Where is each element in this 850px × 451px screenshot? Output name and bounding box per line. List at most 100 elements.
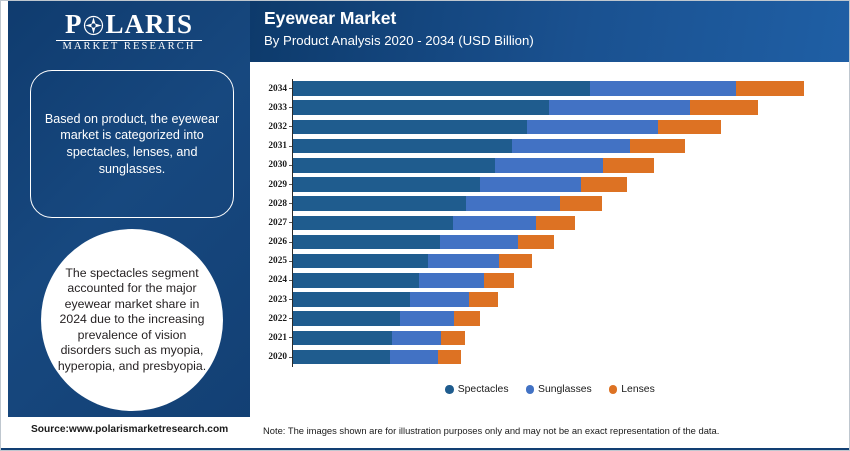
bar-row: 2030 xyxy=(250,156,850,175)
stacked-bar xyxy=(293,119,721,135)
logo-divider xyxy=(56,40,202,42)
y-axis-tick-label: 2028 xyxy=(268,198,287,209)
page-title: Eyewear Market xyxy=(264,8,397,28)
logo-text-laris: LARIS xyxy=(105,9,194,40)
y-axis-tick-mark xyxy=(289,107,292,109)
bar-segment-spectacles xyxy=(293,292,410,307)
bar-segment-spectacles xyxy=(293,215,454,231)
y-axis-tick-mark xyxy=(289,183,292,185)
callout-circle-text: The spectacles segment accounted for the… xyxy=(57,265,207,373)
bar-segment-spectacles xyxy=(293,196,466,211)
bar-segment-lenses xyxy=(437,349,462,365)
stacked-bar xyxy=(293,292,498,307)
stacked-bar xyxy=(293,157,654,173)
bar-segment-lenses xyxy=(559,196,603,211)
stacked-bar xyxy=(293,138,686,154)
bar-segment-spectacles xyxy=(293,81,591,96)
bar-row: 2025 xyxy=(250,252,850,271)
bar-segment-lenses xyxy=(483,273,515,288)
y-axis-tick-label: 2030 xyxy=(268,160,287,171)
callout-circle-spectacles-insight: The spectacles segment accounted for the… xyxy=(41,229,223,411)
bar-segment-sunglasses xyxy=(465,196,560,211)
bar-rows-group: 2034 2033 2032 2031 2030 2029 2028 2027 2026 2025… xyxy=(250,79,850,367)
bar-segment-spectacles xyxy=(293,253,429,269)
stacked-bar xyxy=(293,330,465,346)
bar-segment-sunglasses xyxy=(453,215,537,231)
stacked-bar xyxy=(293,215,576,231)
y-axis-tick-label: 2025 xyxy=(268,256,287,267)
bar-row: 2023 xyxy=(250,290,850,309)
y-axis-tick-label: 2032 xyxy=(268,121,287,132)
y-axis-tick-mark xyxy=(289,356,292,358)
stacked-bar xyxy=(293,273,515,288)
y-axis-tick-mark xyxy=(289,126,292,128)
bar-segment-sunglasses xyxy=(549,100,691,115)
bar-row: 2028 xyxy=(250,194,850,213)
legend-item-sunglasses[interactable]: Sunglasses xyxy=(525,384,592,395)
bar-segment-spectacles xyxy=(293,119,527,135)
compass-star-icon xyxy=(83,14,104,36)
legend-dot-icon xyxy=(525,385,535,394)
stacked-bar xyxy=(293,177,627,192)
y-axis-line xyxy=(292,79,294,367)
stacked-bar xyxy=(293,253,532,269)
y-axis-tick-label: 2033 xyxy=(268,102,287,113)
y-axis-tick-mark xyxy=(289,299,292,301)
chart-plot-area: 2034 2033 2032 2031 2030 2029 2028 2027 2026 2025… xyxy=(250,62,850,382)
bar-segment-sunglasses xyxy=(480,177,581,192)
bar-segment-lenses xyxy=(658,119,721,135)
stacked-bar xyxy=(293,311,481,327)
bar-segment-spectacles xyxy=(293,177,481,192)
bar-segment-spectacles xyxy=(293,349,390,365)
bar-segment-lenses xyxy=(735,81,805,96)
bar-row: 2026 xyxy=(250,233,850,252)
bar-row: 2029 xyxy=(250,175,850,194)
bar-segment-lenses xyxy=(441,330,465,346)
polaris-logo[interactable]: P LARIS MARKET RESEARCH xyxy=(8,8,250,56)
bar-segment-spectacles xyxy=(293,273,419,288)
footer-source-text[interactable]: Source:www.polarismarketresearch.com xyxy=(31,424,229,435)
bar-segment-sunglasses xyxy=(590,81,736,96)
bar-segment-lenses xyxy=(517,234,554,250)
bar-segment-lenses xyxy=(603,157,654,173)
logo-wordmark: P LARIS xyxy=(65,11,193,38)
callout-box-text: Based on product, the eyewear market is … xyxy=(44,111,220,176)
bar-segment-sunglasses xyxy=(428,253,499,269)
footer-bar: Source:www.polarismarketresearch.com Not… xyxy=(0,417,850,451)
bar-segment-lenses xyxy=(630,138,686,154)
bar-row: 2024 xyxy=(250,271,850,290)
y-axis-tick-label: 2034 xyxy=(268,83,287,94)
y-axis-tick-mark xyxy=(289,164,292,166)
bar-segment-spectacles xyxy=(293,138,512,154)
y-axis-tick-label: 2022 xyxy=(268,313,287,324)
stacked-bar xyxy=(293,81,805,96)
y-axis-tick-label: 2031 xyxy=(268,141,287,152)
legend-item-lenses[interactable]: Lenses xyxy=(608,384,655,395)
bar-segment-spectacles xyxy=(293,100,550,115)
bar-row: 2022 xyxy=(250,309,850,328)
stacked-bar xyxy=(293,196,603,211)
chart-legend: Spectacles Sunglasses Lenses xyxy=(250,384,850,395)
bar-segment-lenses xyxy=(690,100,759,115)
bar-row: 2021 xyxy=(250,328,850,347)
page-subtitle: By Product Analysis 2020 - 2034 (USD Bil… xyxy=(264,32,534,48)
y-axis-tick-mark xyxy=(289,88,292,89)
stacked-bar xyxy=(293,234,554,250)
y-axis-tick-label: 2021 xyxy=(268,333,287,344)
bar-segment-sunglasses xyxy=(391,330,442,346)
legend-item-spectacles[interactable]: Spectacles xyxy=(445,384,509,395)
callout-box-product-segments: Based on product, the eyewear market is … xyxy=(30,70,234,218)
y-axis-tick-mark xyxy=(289,318,292,320)
y-axis-tick-mark xyxy=(289,145,292,147)
bar-row: 2020 xyxy=(250,348,850,367)
bar-segment-sunglasses xyxy=(511,138,631,154)
bar-segment-spectacles xyxy=(293,234,441,250)
y-axis-tick-mark xyxy=(289,241,292,243)
bar-segment-spectacles xyxy=(293,330,392,346)
stacked-bar xyxy=(293,349,462,365)
left-panel-white-edge xyxy=(0,0,8,451)
bar-segment-lenses xyxy=(469,292,498,307)
logo-tagline: MARKET RESEARCH xyxy=(62,41,196,53)
y-axis-tick-mark xyxy=(289,279,292,281)
bar-row: 2032 xyxy=(250,117,850,136)
